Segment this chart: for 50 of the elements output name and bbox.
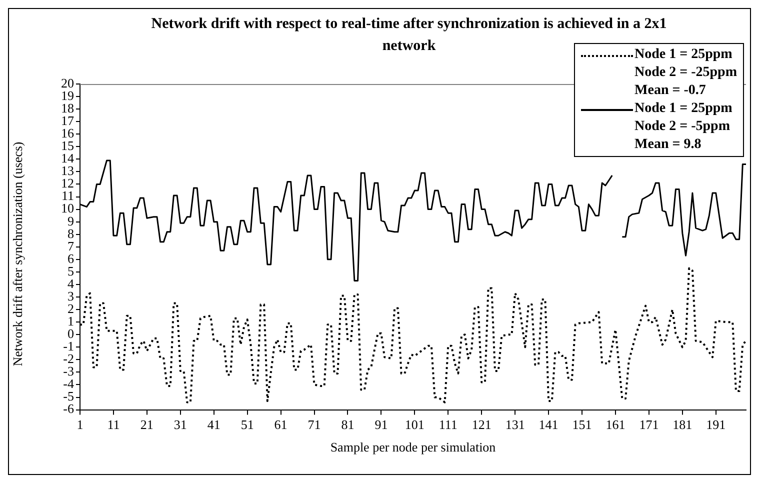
y-tick-label: 4 xyxy=(68,276,74,291)
y-tick-label: 5 xyxy=(68,263,74,278)
y-tick-label: -1 xyxy=(63,338,74,354)
y-tick-label: 0 xyxy=(68,326,74,342)
legend-label: Node 1 = 25ppm Node 2 = -25ppm Mean = -0.7 xyxy=(634,46,737,100)
y-tick-label: 2 xyxy=(68,300,74,316)
y-tick-label: 7 xyxy=(68,238,74,254)
x-tick-label: 111 xyxy=(438,417,458,432)
y-tick-label: 15 xyxy=(61,138,74,154)
y-tick-label: 9 xyxy=(68,213,74,228)
x-tick-label: 71 xyxy=(308,417,321,432)
y-axis-title: Network drift after synchronization (usecs) xyxy=(9,140,26,368)
y-tick-label: -5 xyxy=(63,388,74,404)
x-tick-label: 121 xyxy=(472,417,492,432)
y-tick-label: 3 xyxy=(68,288,74,304)
y-tick-label: 11 xyxy=(61,188,74,204)
y-tick-label: -3 xyxy=(63,364,74,379)
y-tick-label: 6 xyxy=(68,250,74,266)
x-tick-label: 101 xyxy=(404,417,424,432)
x-axis-title: Sample per node per simulation xyxy=(330,440,496,455)
x-tick-label: 11 xyxy=(107,417,120,432)
y-tick-label: 8 xyxy=(68,226,74,241)
y-tick-label: -4 xyxy=(63,376,74,392)
y-tick-label: 18 xyxy=(61,100,74,116)
x-tick-label: 131 xyxy=(505,417,525,432)
y-tick-label: 17 xyxy=(61,113,74,128)
y-tick-label: -6 xyxy=(63,401,74,416)
x-tick-label: 31 xyxy=(174,417,187,432)
y-tick-label: 12 xyxy=(61,176,74,191)
y-tick-label: 1 xyxy=(68,314,74,329)
x-tick-label: 81 xyxy=(341,417,354,432)
x-tick-label: 171 xyxy=(639,417,659,432)
x-tick-label: 21 xyxy=(140,417,154,432)
x-tick-label: 61 xyxy=(274,417,288,432)
x-tick-label: 141 xyxy=(538,417,558,432)
x-tick-label: 191 xyxy=(706,417,726,432)
x-tick-label: 41 xyxy=(207,417,220,432)
y-tick-label: 13 xyxy=(61,163,74,178)
y-tick-label: 19 xyxy=(61,88,74,103)
y-tick-label: 16 xyxy=(61,126,74,141)
legend-label: Node 1 = 25ppm Node 2 = -5ppm Mean = 9.8 xyxy=(634,100,732,154)
x-tick-label: 161 xyxy=(606,417,626,432)
x-tick-label: 151 xyxy=(572,417,592,432)
y-tick-label: -2 xyxy=(63,351,74,366)
x-tick-label: 181 xyxy=(672,417,692,432)
y-tick-label: 20 xyxy=(61,75,74,90)
y-tick-label: 10 xyxy=(61,200,74,216)
x-tick-label: 51 xyxy=(240,417,254,432)
y-tick-label: 14 xyxy=(61,150,74,166)
x-tick-label: 91 xyxy=(374,417,388,432)
